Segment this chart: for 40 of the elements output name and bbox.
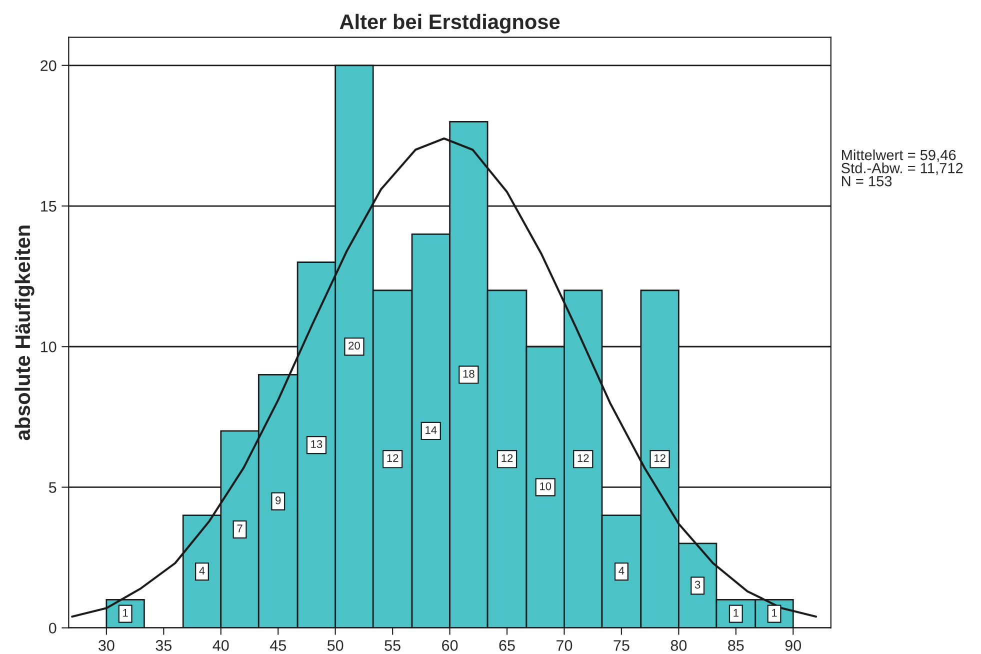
y-tick-label: 10 (41, 341, 56, 352)
data-label: 13 (311, 440, 322, 448)
data-label: 12 (578, 454, 589, 462)
data-label: 1 (123, 609, 128, 617)
x-tick-label: 50 (327, 640, 344, 651)
data-label: 12 (387, 454, 398, 462)
y-tick-label: 15 (41, 201, 56, 212)
x-tick-label: 60 (442, 640, 458, 651)
chart-title: Alter bei Erstdiagnose (340, 14, 560, 34)
x-tick-label: 70 (556, 640, 572, 651)
data-label: 18 (463, 370, 474, 378)
x-tick-label: 90 (785, 640, 802, 651)
x-tick-label: 45 (270, 640, 286, 651)
x-tick-label: 35 (156, 640, 172, 651)
x-tick-label: 40 (212, 640, 229, 651)
data-label: 20 (348, 342, 360, 350)
data-label: 10 (540, 482, 552, 490)
data-label: 4 (618, 566, 624, 574)
data-label: 4 (199, 566, 205, 574)
x-tick-label: 30 (98, 640, 114, 651)
text: Mittelwert = 59,46 (842, 149, 956, 162)
data-label: 3 (694, 580, 700, 589)
data-label: 14 (426, 426, 437, 434)
x-tick-label: 85 (728, 640, 744, 651)
y-axis-title: absolute Häufigkeiten (14, 226, 34, 440)
data-label: 9 (276, 496, 281, 504)
data-label: 7 (237, 524, 242, 532)
data-label: 12 (502, 454, 513, 462)
text: Std.-Abw. = 11,712 (841, 162, 963, 175)
y-tick-label: 20 (40, 60, 56, 72)
x-tick-label: 65 (499, 640, 515, 651)
data-label: 1 (734, 609, 738, 617)
y-tick-label: 0 (48, 622, 56, 634)
y-tick-label: 5 (48, 482, 56, 493)
text: N = 153 (842, 176, 892, 186)
x-tick-label: 75 (614, 640, 630, 651)
data-label: 12 (654, 454, 666, 462)
x-tick-label: 80 (670, 640, 687, 651)
data-label: 1 (772, 609, 777, 617)
x-tick-label: 55 (384, 640, 400, 651)
